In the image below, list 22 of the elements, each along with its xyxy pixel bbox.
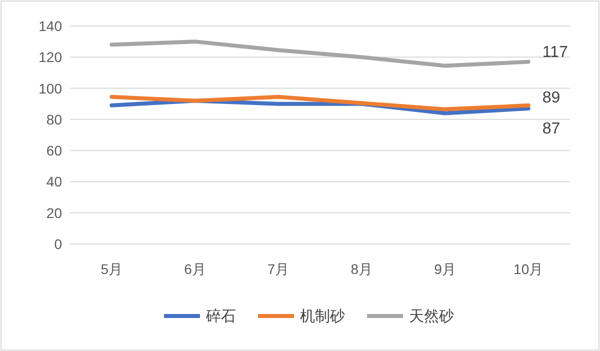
- data-label: 117: [542, 44, 568, 61]
- data-label: 89: [542, 89, 560, 106]
- legend-label: 机制砂: [300, 308, 345, 325]
- y-tick-label: 140: [38, 18, 62, 34]
- line-series: [110, 94, 530, 112]
- line-series: [110, 40, 530, 68]
- x-tick-label: 5月: [100, 261, 123, 277]
- y-tick-label: 60: [46, 142, 62, 159]
- x-tick-label: 7月: [267, 261, 290, 277]
- x-tick-label: 9月: [434, 261, 456, 277]
- legend-label: 天然砂: [409, 308, 454, 325]
- y-tick-label: 20: [46, 204, 62, 221]
- y-tick-label: 100: [38, 80, 62, 96]
- y-tick-label: 120: [38, 49, 62, 66]
- data-label: 87: [542, 120, 560, 138]
- y-tick-label: 0: [54, 236, 62, 252]
- x-tick-label: 6月: [184, 261, 206, 277]
- x-tick-label: 10月: [514, 261, 544, 277]
- y-tick-label: 40: [46, 174, 62, 190]
- x-tick-label: 8月: [350, 261, 373, 277]
- y-tick-label: 80: [46, 111, 62, 128]
- legend-label: 碎石: [205, 308, 236, 325]
